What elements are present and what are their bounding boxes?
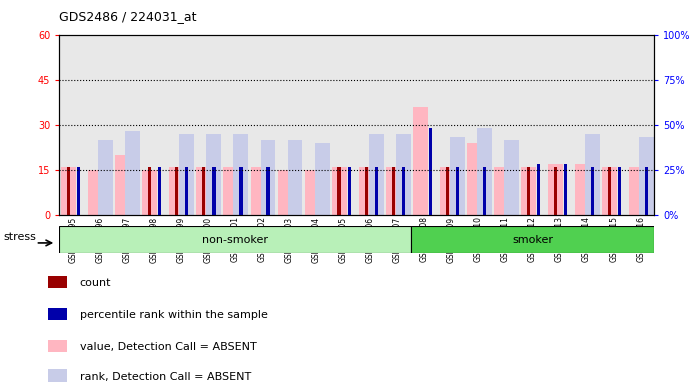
- Bar: [527, 167, 530, 215]
- Bar: [47, 369, 67, 382]
- Bar: [467, 143, 482, 215]
- Bar: [61, 167, 76, 215]
- Bar: [185, 167, 189, 215]
- Bar: [278, 170, 292, 215]
- Bar: [169, 167, 184, 215]
- Bar: [47, 308, 67, 320]
- Bar: [358, 167, 374, 215]
- Bar: [67, 167, 70, 215]
- Bar: [88, 170, 103, 215]
- Bar: [440, 167, 454, 215]
- Bar: [456, 167, 459, 215]
- Bar: [602, 167, 617, 215]
- Bar: [537, 164, 540, 215]
- Bar: [645, 167, 648, 215]
- Bar: [575, 164, 590, 215]
- Bar: [98, 140, 113, 215]
- Bar: [47, 340, 67, 352]
- Bar: [180, 134, 194, 215]
- Bar: [196, 167, 212, 215]
- Bar: [365, 167, 367, 215]
- Bar: [47, 276, 67, 288]
- Bar: [396, 134, 411, 215]
- Text: count: count: [79, 278, 111, 288]
- Bar: [554, 167, 557, 215]
- Text: percentile rank within the sample: percentile rank within the sample: [79, 310, 267, 320]
- Text: non-smoker: non-smoker: [202, 235, 268, 245]
- Text: stress: stress: [3, 232, 35, 242]
- Bar: [338, 167, 341, 215]
- Bar: [411, 226, 654, 253]
- Bar: [585, 134, 600, 215]
- Bar: [392, 167, 395, 215]
- Bar: [260, 140, 276, 215]
- Bar: [125, 131, 140, 215]
- Bar: [207, 134, 221, 215]
- Bar: [148, 167, 152, 215]
- Bar: [233, 134, 248, 215]
- Bar: [251, 167, 265, 215]
- Bar: [429, 128, 432, 215]
- Bar: [618, 167, 622, 215]
- Bar: [267, 167, 269, 215]
- Bar: [287, 140, 303, 215]
- Bar: [175, 167, 178, 215]
- Text: GDS2486 / 224031_at: GDS2486 / 224031_at: [59, 10, 197, 23]
- Bar: [203, 167, 205, 215]
- Bar: [608, 167, 611, 215]
- Bar: [332, 167, 347, 215]
- Text: value, Detection Call = ABSENT: value, Detection Call = ABSENT: [79, 342, 256, 352]
- Bar: [305, 170, 319, 215]
- Bar: [494, 167, 509, 215]
- Bar: [548, 164, 563, 215]
- Bar: [445, 167, 449, 215]
- Bar: [504, 140, 519, 215]
- Bar: [158, 167, 161, 215]
- Bar: [450, 137, 465, 215]
- Bar: [564, 164, 567, 215]
- Bar: [347, 167, 351, 215]
- Bar: [223, 167, 238, 215]
- Bar: [639, 137, 654, 215]
- Bar: [483, 167, 486, 215]
- Bar: [629, 167, 644, 215]
- Bar: [374, 167, 378, 215]
- Bar: [413, 107, 428, 215]
- Text: smoker: smoker: [512, 235, 553, 245]
- Bar: [591, 167, 594, 215]
- Bar: [239, 167, 242, 215]
- Bar: [143, 170, 157, 215]
- Bar: [315, 143, 329, 215]
- Bar: [386, 167, 401, 215]
- Bar: [77, 167, 80, 215]
- Bar: [369, 134, 383, 215]
- Bar: [402, 167, 405, 215]
- Bar: [212, 167, 216, 215]
- Bar: [521, 167, 536, 215]
- Text: rank, Detection Call = ABSENT: rank, Detection Call = ABSENT: [79, 372, 251, 382]
- Bar: [116, 155, 130, 215]
- Bar: [477, 128, 492, 215]
- Bar: [59, 226, 411, 253]
